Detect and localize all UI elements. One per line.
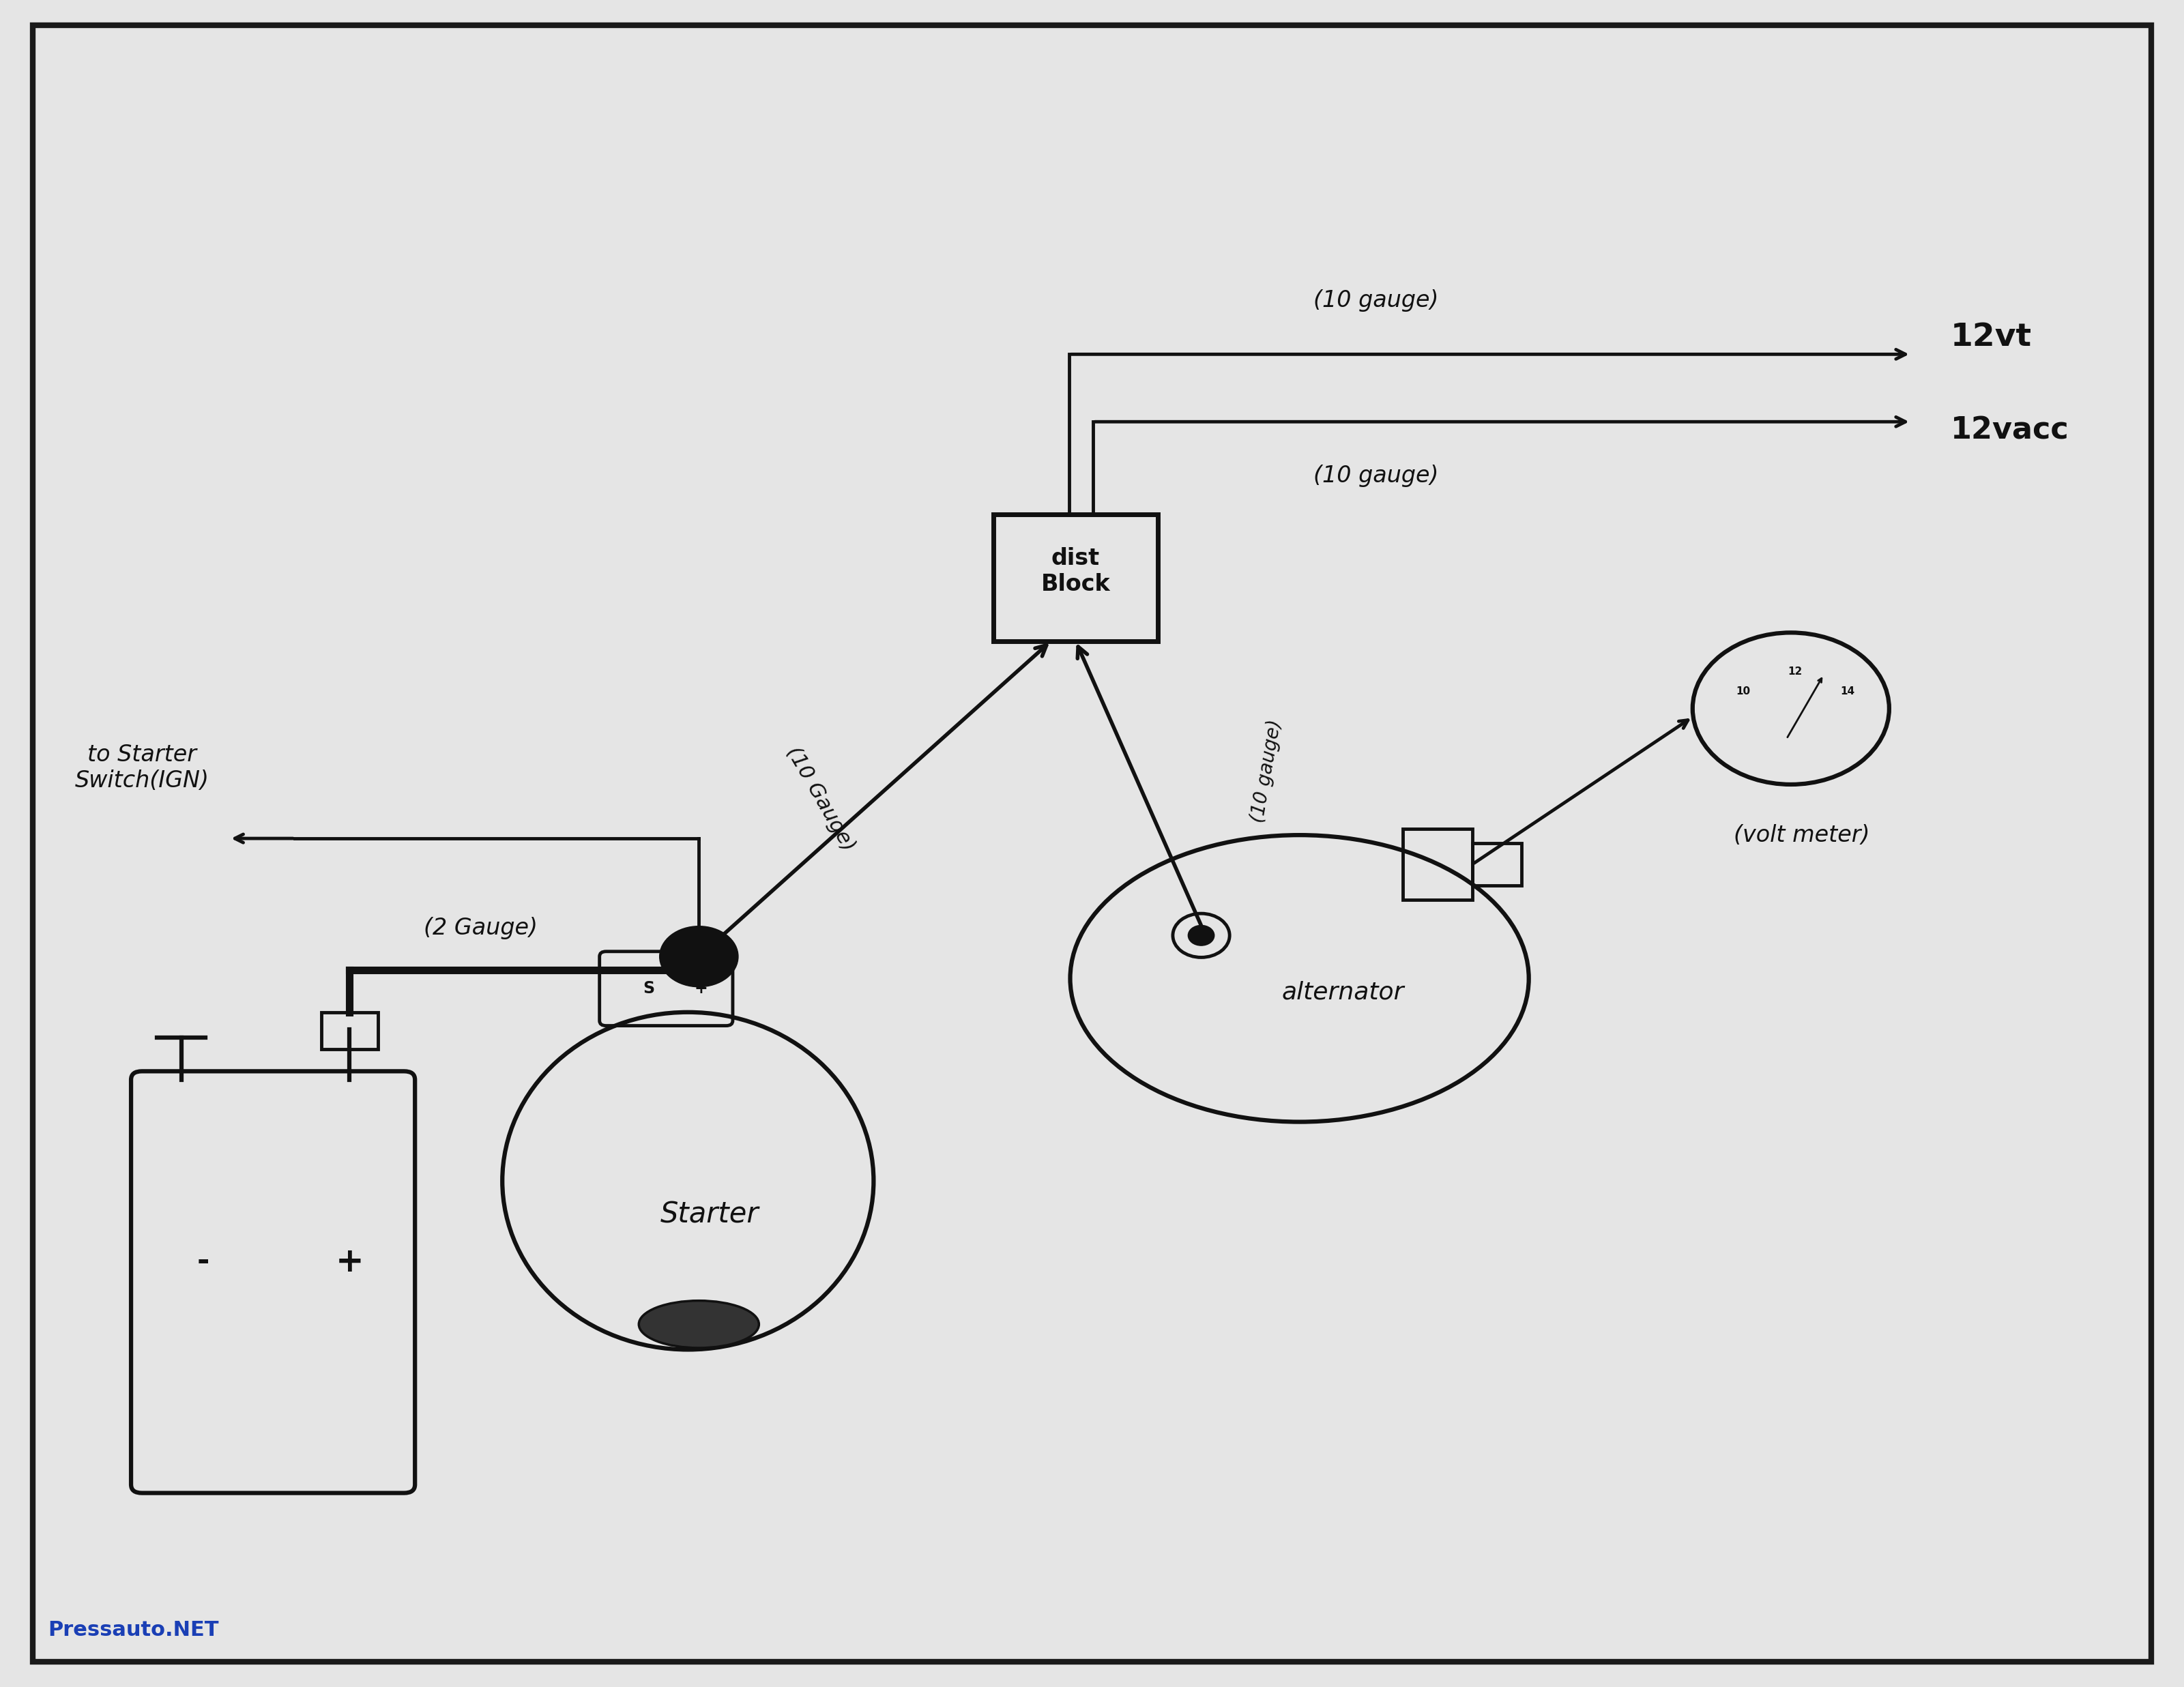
Text: (10 gauge): (10 gauge)	[1249, 719, 1284, 825]
Text: 12vt: 12vt	[1950, 322, 2031, 353]
Text: dist
Block: dist Block	[1042, 547, 1109, 596]
Text: 12vacc: 12vacc	[1950, 415, 2068, 445]
Text: to Starter
Switch(IGN): to Starter Switch(IGN)	[74, 744, 210, 791]
Bar	[994, 515, 1158, 641]
Bar	[1472, 844, 1522, 886]
Text: S: S	[642, 980, 655, 997]
Text: (10 Gauge): (10 Gauge)	[782, 742, 858, 855]
Text: +: +	[695, 980, 708, 997]
Text: 14: 14	[1841, 687, 1854, 697]
Text: +: +	[334, 1245, 365, 1279]
Text: Pressauto.NET: Pressauto.NET	[48, 1620, 218, 1640]
Text: (10 gauge): (10 gauge)	[1313, 464, 1439, 488]
Text: Starter: Starter	[660, 1201, 760, 1228]
Circle shape	[660, 926, 738, 987]
Text: -: -	[197, 1247, 210, 1277]
Circle shape	[1188, 924, 1214, 945]
Text: (2 Gauge): (2 Gauge)	[424, 916, 537, 940]
Text: alternator: alternator	[1282, 980, 1404, 1004]
Text: 12: 12	[1789, 666, 1802, 676]
Text: (10 gauge): (10 gauge)	[1313, 288, 1439, 312]
Text: 10: 10	[1736, 687, 1749, 697]
Ellipse shape	[638, 1301, 758, 1348]
Bar	[1402, 828, 1472, 899]
Text: (volt meter): (volt meter)	[1734, 823, 1870, 847]
Bar	[321, 1012, 378, 1049]
